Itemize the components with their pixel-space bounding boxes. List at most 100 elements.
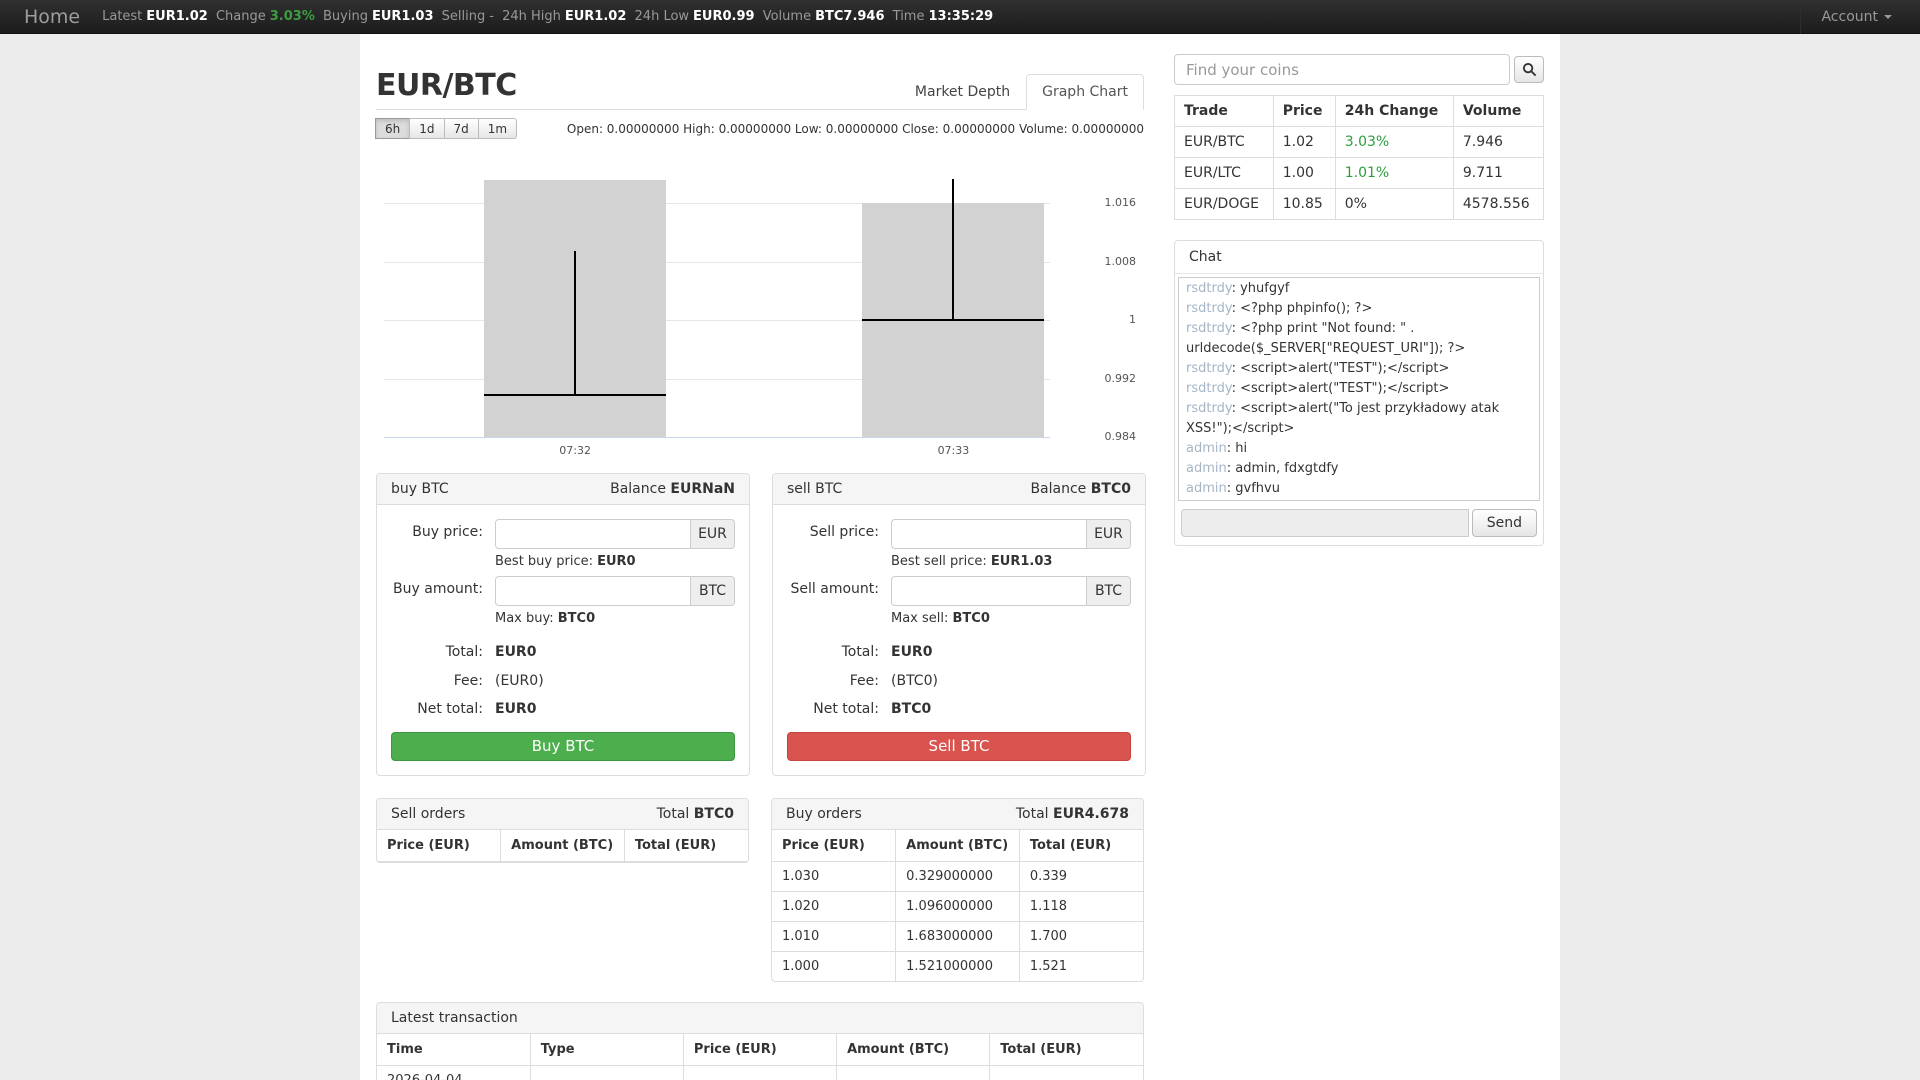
buy-order-row[interactable]: 1.010 1.683000000 1.700 [772, 921, 1143, 952]
chat-send-button[interactable]: Send [1471, 509, 1537, 537]
sell-orders-title: Sell orders [391, 805, 466, 822]
ticker-label: Latest [102, 9, 143, 24]
chat-text: <script>alert("TEST");</script> [1240, 361, 1450, 376]
chat-messages[interactable]: rsdtrdy: yhufgyf rsdtrdy: <?php phpinfo()… [1178, 277, 1540, 501]
chat-separator: : [1231, 361, 1241, 376]
market-row[interactable]: EUR/DOGE 10.85 0% 4578.556 [1174, 188, 1545, 220]
search-button[interactable] [1514, 56, 1544, 83]
buy-fee-value: (EUR0) [495, 672, 544, 689]
range-button[interactable]: 6h [375, 118, 411, 139]
top-navbar: Home Latest EUR1.02 Change 3.03% Buying EUR… [0, 0, 1920, 34]
ticker-label: Volume [762, 9, 812, 24]
buy-btc-button[interactable]: Buy BTC [391, 731, 735, 761]
buy-panel: buy BTC Balance EURNaN Buy price: EUR Be… [376, 473, 750, 776]
y-axis-tick-label: 0.984 [1104, 430, 1137, 443]
buy-order-row[interactable]: 1.030 0.329000000 0.339 [772, 861, 1143, 892]
y-axis-tick-label: 1.008 [1104, 254, 1137, 268]
markets-body: EUR/BTC 1.02 3.03% 7.946 EUR/LTC 1.00 1.… [1174, 126, 1545, 220]
transaction-type: Sell [530, 1065, 684, 1080]
chat-panel: Chat rsdtrdy: yhufgyf rsdtrdy: <?php phpi… [1174, 240, 1544, 546]
range-button-group: 6h 1d 7d 1m [375, 118, 518, 139]
chat-message: rsdtrdy: <script>alert("TEST");</script> [1186, 359, 1532, 379]
buy-panel-title: buy BTC [391, 481, 449, 497]
column-header: Price (EUR) [377, 829, 502, 862]
market-pair: EUR/LTC [1174, 157, 1274, 189]
tab-item[interactable]: Market Depth [914, 84, 1011, 100]
sell-orders-header: Sell orders Total BTC0 [377, 798, 748, 830]
column-header: Amount (BTC) [836, 1033, 991, 1066]
buy-price-label: Buy price: [412, 524, 483, 540]
chart-gridline [384, 378, 1050, 380]
search-input[interactable] [1174, 54, 1510, 85]
buy-amount-input[interactable] [495, 576, 691, 606]
sell-amount-input[interactable] [891, 576, 1087, 606]
sell-btc-button[interactable]: Sell BTC [787, 731, 1131, 761]
buy-balance-label: Balance [610, 481, 666, 497]
buy-orders-total: Total EUR4.678 [1016, 806, 1129, 822]
chart-toolbar: 6h 1d 7d 1m Open: 0.00000000 High: 0.000000… [375, 118, 1144, 139]
sell-total-value: EUR0 [891, 644, 933, 660]
account-dropdown-label: Account [1821, 8, 1878, 25]
sell-amount-label: Sell amount: [790, 581, 879, 597]
chat-username: admin [1186, 481, 1227, 496]
buy-price-input[interactable] [495, 519, 691, 549]
sell-fee-label: Fee: [849, 672, 879, 689]
chat-username: admin [1186, 441, 1227, 456]
range-button[interactable]: 1d [409, 118, 445, 139]
ticker-item: Selling - [442, 9, 494, 24]
buy-order-row[interactable]: 1.020 1.096000000 1.118 [772, 891, 1143, 922]
buy-price-unit: EUR [691, 519, 735, 549]
chat-username: rsdtrdy [1186, 281, 1232, 296]
sell-orders-total: Total BTC0 [657, 806, 734, 822]
transaction-price: 1.02 [683, 1065, 838, 1080]
chat-username: rsdtrdy [1186, 381, 1232, 396]
market-pair: EUR/DOGE [1174, 188, 1274, 220]
sell-price-input[interactable] [891, 519, 1087, 549]
ticker-item: Latest EUR1.02 [102, 9, 208, 24]
column-header: Time [377, 1033, 531, 1066]
home-brand-link[interactable]: Home [24, 5, 81, 28]
chat-message: admin: hi [1186, 439, 1532, 459]
chat-text: gvfhvu [1235, 481, 1280, 496]
chat-text: <script>alert("To jest przykładowy atak … [1186, 401, 1500, 436]
chat-text: hi [1235, 441, 1248, 456]
chat-separator: : [1226, 441, 1236, 456]
latest-transactions-panel: Latest transaction Time Type Price (EUR) Am… [376, 1001, 1144, 1080]
range-button[interactable]: 1m [477, 118, 518, 139]
tab-item[interactable]: Graph Chart [1026, 74, 1144, 110]
transaction-row: 2026-04-04 13:35:20 Sell 1.02 0.107 0.10… [377, 1065, 1143, 1080]
sell-panel-header: sell BTC Balance BTC0 [773, 474, 1145, 505]
y-axis-tick-label: 1.016 [1104, 196, 1137, 210]
best-buy-price-value: EUR0 [597, 554, 636, 569]
buy-amount-label: Buy amount: [393, 581, 483, 597]
transaction-amount: 0.107 [836, 1065, 991, 1080]
chat-input[interactable] [1181, 509, 1469, 537]
sell-fee-value: (BTC0) [891, 672, 938, 689]
buy-net-total-value: EUR0 [495, 701, 537, 717]
column-header: Total (EUR) [624, 829, 748, 862]
chat-text: <script>alert("TEST");</script> [1240, 381, 1450, 396]
ticker-value: EUR1.03 [371, 9, 434, 24]
account-dropdown[interactable]: Account [1800, 0, 1920, 34]
sell-net-total-label: Net total: [813, 701, 879, 717]
buy-order-row[interactable]: 1.000 1.521000000 1.521 [772, 951, 1143, 981]
chat-message: rsdtrdy: <script>alert("To jest przykład… [1186, 399, 1532, 439]
candle-close-line [862, 319, 1045, 321]
best-sell-price-label: Best sell price: [891, 554, 991, 569]
latest-transactions-title: Latest transaction [391, 1009, 518, 1026]
ticker-item: 24h High EUR1.02 [502, 9, 626, 24]
order-books: Sell orders Total BTC0 Price (EUR) Amount… [376, 797, 1144, 982]
ticker-item: 24h Low EUR0.99 [635, 9, 755, 24]
ticker-value: - [489, 9, 494, 24]
chat-text: yhufgyf [1240, 281, 1290, 296]
chat-form: Send [1175, 504, 1543, 545]
ticker-label: 24h High [502, 9, 561, 24]
market-price: 10.85 [1272, 188, 1336, 220]
transaction-total: 0.10700 [989, 1065, 1143, 1080]
market-row[interactable]: EUR/LTC 1.00 1.01% 9.711 [1174, 157, 1545, 189]
ticker-label: Buying [323, 9, 368, 24]
column-header: Type [530, 1033, 684, 1066]
market-row[interactable]: EUR/BTC 1.02 3.03% 7.946 [1174, 126, 1545, 158]
sell-net-total-value: BTC0 [891, 701, 932, 717]
range-button[interactable]: 7d [443, 118, 479, 139]
